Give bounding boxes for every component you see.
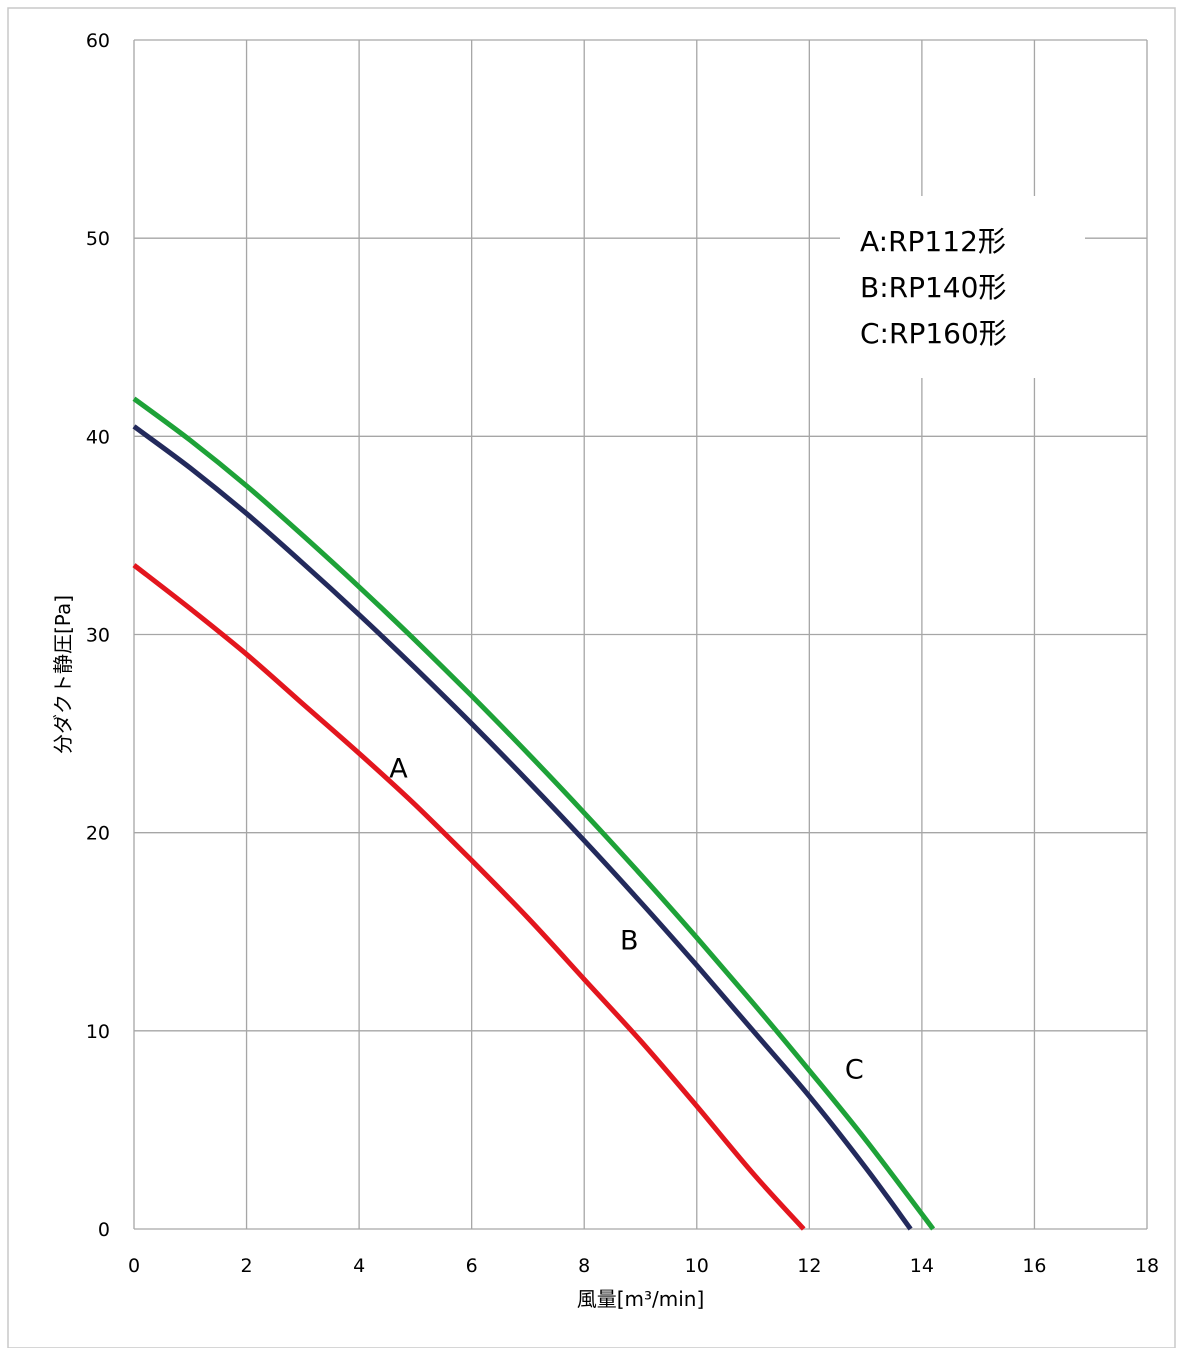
x-axis-title: 風量[m³/min] [577, 1287, 705, 1311]
y-axis-tick-labels: 0 10 20 30 40 50 60 [86, 30, 110, 1241]
legend-entry-b: B:RP140形 [860, 271, 1006, 304]
y-tick-label-6: 60 [86, 30, 110, 52]
legend-entry-c: C:RP160形 [860, 317, 1007, 350]
y-tick-label-2: 20 [86, 823, 110, 845]
x-tick-label-6: 12 [797, 1255, 821, 1277]
y-tick-label-1: 10 [86, 1021, 110, 1043]
x-tick-label-7: 14 [910, 1255, 934, 1277]
x-axis-tick-labels: 0 2 4 6 8 10 12 14 16 18 [128, 1255, 1159, 1277]
series-line-a [132, 563, 806, 1231]
x-tick-label-5: 10 [685, 1255, 709, 1277]
y-tick-label-5: 50 [86, 228, 110, 250]
x-tick-label-8: 16 [1022, 1255, 1046, 1277]
chart-frame [7, 7, 1176, 1348]
x-tick-label-9: 18 [1135, 1255, 1159, 1277]
legend: A:RP112形 B:RP140形 C:RP160形 [840, 196, 1085, 378]
y-tick-label-3: 30 [86, 625, 110, 647]
series-lines [132, 396, 936, 1231]
x-tick-label-4: 8 [578, 1255, 590, 1277]
series-line-c [132, 396, 936, 1231]
curve-label-b: B [620, 926, 639, 957]
curve-label-c: C [845, 1054, 864, 1085]
y-axis-title: 分ダクト静圧[Pa] [51, 595, 75, 754]
x-tick-label-2: 4 [353, 1255, 365, 1277]
curve-label-a: A [389, 753, 408, 784]
y-tick-label-4: 40 [86, 426, 110, 448]
series-line-b [132, 424, 913, 1231]
horizontal-gridlines [134, 39, 1147, 1230]
legend-entry-a: A:RP112形 [860, 225, 1006, 258]
legend-background [840, 196, 1085, 378]
y-tick-label-0: 0 [98, 1219, 110, 1241]
x-tick-label-0: 0 [128, 1255, 140, 1277]
curve-annotations: A B C [389, 753, 864, 1085]
x-tick-label-1: 2 [241, 1255, 253, 1277]
x-tick-label-3: 6 [466, 1255, 478, 1277]
